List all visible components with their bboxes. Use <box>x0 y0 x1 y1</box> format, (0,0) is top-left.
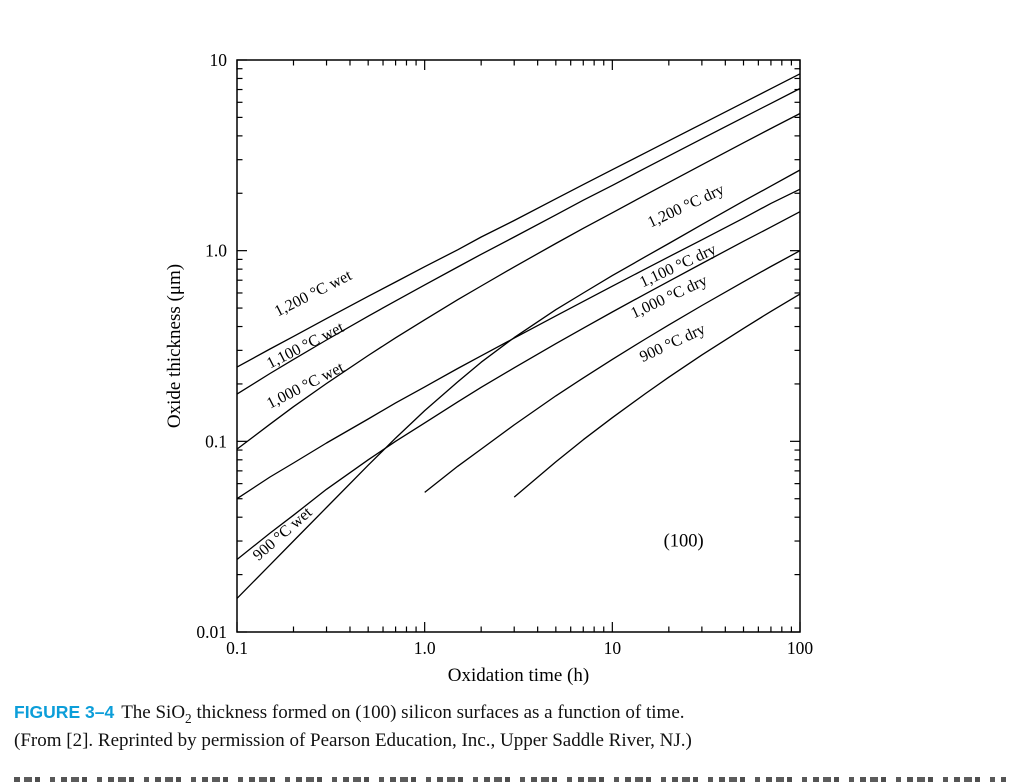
x-tick-label: 1.0 <box>414 638 436 658</box>
x-tick-label: 10 <box>604 638 622 658</box>
curve-1000C-wet <box>236 112 801 450</box>
curve-1100C-wet <box>236 87 801 395</box>
y-tick-label: 10 <box>210 50 228 70</box>
curve-1100C-dry <box>236 211 801 561</box>
caption-source-line: (From [2]. Reprinted by permission of Pe… <box>14 729 692 751</box>
surface-orientation-annotation: (100) <box>664 532 704 552</box>
cropped-text-line <box>14 777 1006 782</box>
x-tick-label: 100 <box>787 638 814 658</box>
y-axis-title: Oxide thickness (μm) <box>164 264 185 428</box>
y-tick-label: 1.0 <box>205 241 227 261</box>
y-tick-label: 0.01 <box>196 622 227 642</box>
y-tick-label: 0.1 <box>205 431 227 451</box>
figure-caption: FIGURE 3–4 The SiO2 thickness formed on (… <box>14 700 1014 754</box>
curve-1000C-dry <box>424 250 801 493</box>
curve-label-900C-dry: 900 °C dry <box>637 321 708 366</box>
curve-1200C-wet <box>236 73 801 368</box>
curve-label-900C-wet: 900 °C wet <box>250 504 316 565</box>
caption-text-pre: The SiO <box>121 702 186 723</box>
curve-1200C-dry <box>236 188 801 500</box>
caption-line-1: FIGURE 3–4 The SiO2 thickness formed on (… <box>14 700 1014 728</box>
figure-caption-label: FIGURE 3–4 <box>14 702 115 722</box>
axis-ticks <box>236 59 801 633</box>
curve-label-1200C-wet: 1,200 °C wet <box>272 267 355 321</box>
plot-frame <box>236 59 801 633</box>
x-axis-title: Oxidation time (h) <box>448 665 589 686</box>
caption-text-post: thickness formed on (100) silicon surfac… <box>191 702 685 723</box>
caption-subscript: 2 <box>185 710 192 726</box>
curve-900C-dry <box>513 293 801 498</box>
x-tick-label: 0.1 <box>226 638 248 658</box>
